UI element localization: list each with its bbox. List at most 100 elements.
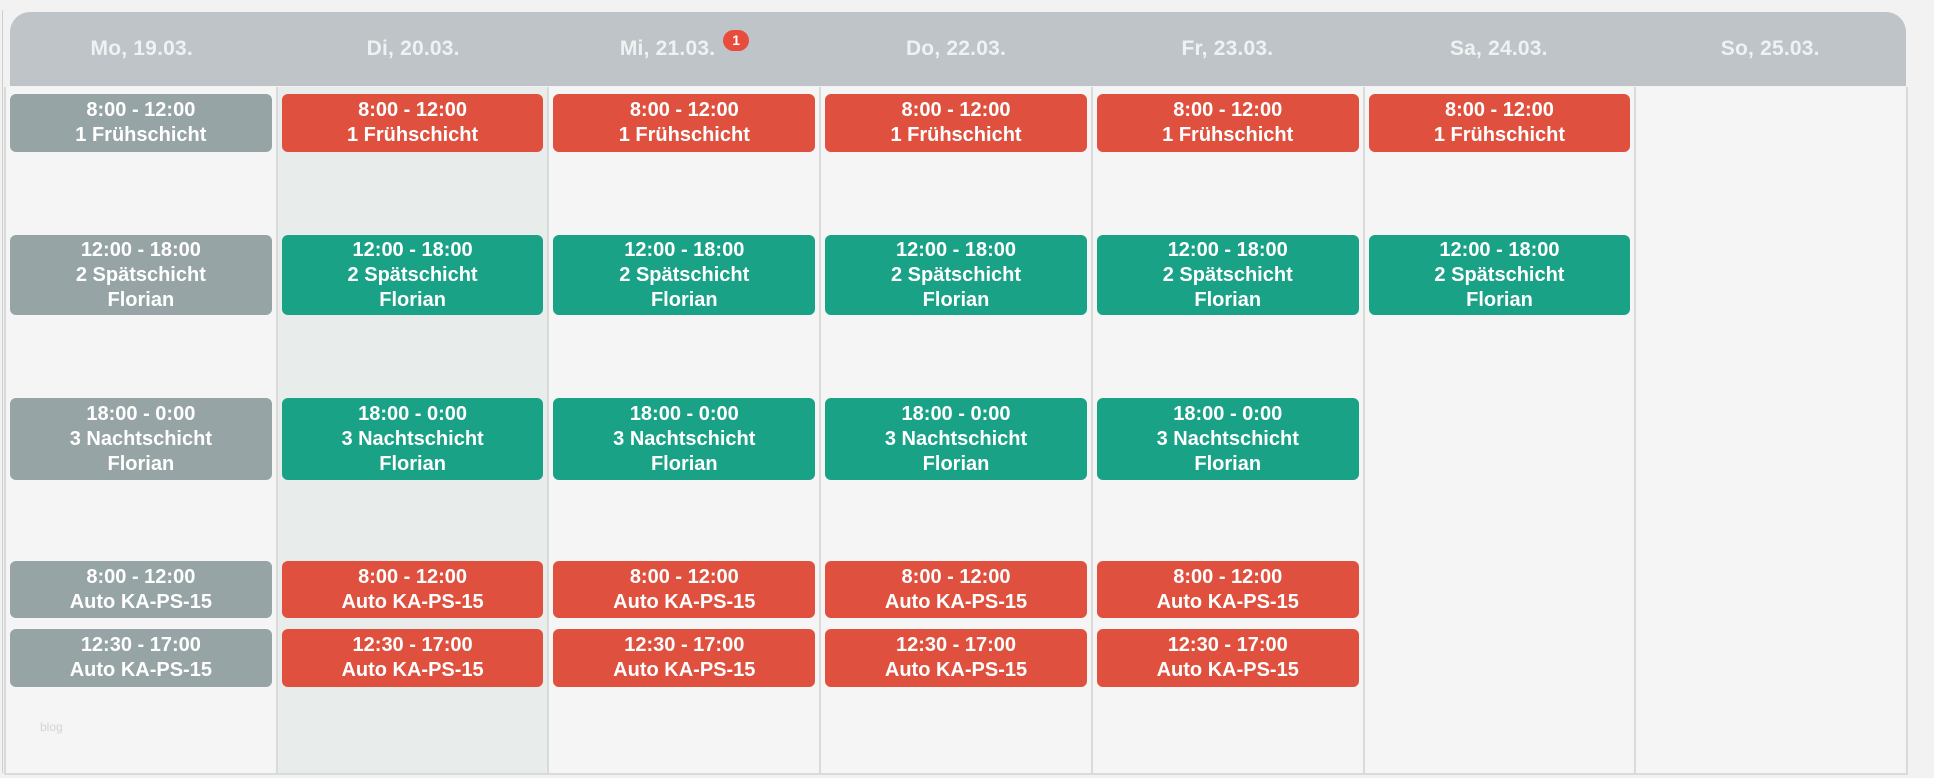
shift-title: Auto KA-PS-15 (884, 590, 1028, 613)
shift-person: Florian (1466, 288, 1533, 311)
shift-card[interactable]: 18:00 - 0:00 3 Nachtschicht Florian (825, 398, 1087, 480)
shift-time: 18:00 - 0:00 (358, 402, 468, 425)
week-grid: 8:00 - 12:00 1 Frühschicht 12:00 - 18:00 2 … (4, 87, 1908, 775)
shift-title: 3 Nachtschicht (613, 427, 756, 450)
shift-time: 8:00 - 12:00 (629, 99, 739, 121)
shift-time: 12:00 - 18:00 (352, 238, 473, 261)
panel-left-border (2, 10, 3, 773)
shift-card[interactable]: 8:00 - 12:00 Auto KA-PS-15 (281, 561, 544, 618)
shift-card[interactable]: 8:00 - 12:00 1 Frühschicht (1368, 94, 1631, 152)
shift-time: 18:00 - 0:00 (86, 402, 196, 425)
shift-time: 8:00 - 12:00 (901, 99, 1011, 121)
shift-time: 12:30 - 17:00 (80, 634, 201, 656)
shift-card[interactable]: 18:00 - 0:00 3 Nachtschicht Florian (281, 398, 544, 480)
shift-card[interactable]: 8:00 - 12:00 1 Frühschicht (10, 94, 272, 152)
shift-title: 3 Nachtschicht (884, 427, 1028, 450)
day-header-mi[interactable]: Mi, 21.03. 1 (549, 12, 820, 86)
watermark: blog (40, 720, 63, 734)
shift-time: 8:00 - 12:00 (1173, 99, 1283, 121)
shift-time: 12:00 - 18:00 (895, 238, 1017, 261)
day-header-so[interactable]: So, 25.03. (1635, 12, 1906, 86)
shift-card[interactable]: 8:00 - 12:00 Auto KA-PS-15 (10, 561, 272, 618)
shift-card[interactable]: 12:00 - 18:00 2 Spätschicht Florian (825, 235, 1087, 315)
shift-title: Auto KA-PS-15 (69, 659, 212, 681)
day-header-mo[interactable]: Mo, 19.03. (6, 12, 277, 86)
shift-time: 12:30 - 17:00 (624, 634, 745, 656)
shift-card[interactable]: 8:00 - 12:00 Auto KA-PS-15 (553, 561, 816, 618)
shift-title: Auto KA-PS-15 (341, 659, 484, 681)
shift-time: 18:00 - 0:00 (901, 402, 1011, 425)
shift-title: 2 Spätschicht (347, 263, 478, 286)
shift-card[interactable]: 12:30 - 17:00 Auto KA-PS-15 (825, 629, 1087, 687)
day-label: Mi, 21.03. (619, 37, 716, 60)
shift-card[interactable]: 12:30 - 17:00 Auto KA-PS-15 (10, 629, 272, 687)
shift-card[interactable]: 12:00 - 18:00 2 Spätschicht Florian (1096, 235, 1359, 315)
shift-time: 12:00 - 18:00 (1167, 238, 1288, 261)
day-header-do[interactable]: Do, 22.03. (820, 12, 1091, 86)
shift-person: Florian (1194, 288, 1262, 311)
day-label: So, 25.03. (1720, 37, 1820, 60)
shift-card[interactable]: 18:00 - 0:00 3 Nachtschicht Florian (10, 398, 272, 480)
shift-card[interactable]: 8:00 - 12:00 1 Frühschicht (1096, 94, 1359, 152)
shift-title: 3 Nachtschicht (341, 427, 484, 450)
shift-card[interactable]: 12:30 - 17:00 Auto KA-PS-15 (1096, 629, 1359, 687)
shift-card[interactable]: 18:00 - 0:00 3 Nachtschicht Florian (1096, 398, 1359, 480)
shift-time: 8:00 - 12:00 (901, 565, 1011, 588)
shift-card[interactable]: 12:00 - 18:00 2 Spätschicht Florian (10, 235, 272, 315)
day-label: Fr, 23.03. (1181, 37, 1274, 60)
day-column-so (1636, 87, 1906, 773)
shift-time: 12:30 - 17:00 (1167, 634, 1288, 656)
day-column-do: 8:00 - 12:00 1 Frühschicht 12:00 - 18:00 2 … (821, 87, 1093, 773)
shift-title: Auto KA-PS-15 (1156, 659, 1299, 681)
shift-time: 12:30 - 17:00 (352, 634, 473, 656)
shift-title: 3 Nachtschicht (1156, 427, 1299, 450)
shift-time: 12:00 - 18:00 (80, 238, 201, 261)
shift-title: 1 Frühschicht (347, 124, 479, 146)
shift-card[interactable]: 18:00 - 0:00 3 Nachtschicht Florian (553, 398, 816, 480)
shift-title: Auto KA-PS-15 (613, 659, 756, 681)
shift-title: 1 Frühschicht (1433, 124, 1566, 146)
shift-card[interactable]: 12:30 - 17:00 Auto KA-PS-15 (281, 629, 544, 687)
day-header-di[interactable]: Di, 20.03. (277, 12, 548, 86)
shift-card[interactable]: 8:00 - 12:00 1 Frühschicht (825, 94, 1087, 152)
shift-title: Auto KA-PS-15 (884, 659, 1028, 681)
shift-card[interactable]: 12:00 - 18:00 2 Spätschicht Florian (281, 235, 544, 315)
shift-card[interactable]: 8:00 - 12:00 Auto KA-PS-15 (1096, 561, 1359, 618)
notification-badge: 1 (723, 29, 750, 51)
shift-person: Florian (922, 288, 990, 311)
shift-title: 1 Frühschicht (618, 124, 750, 146)
shift-title: 2 Spätschicht (1434, 263, 1565, 286)
day-column-mi: 8:00 - 12:00 1 Frühschicht 12:00 - 18:00 2 … (549, 87, 822, 773)
shift-card[interactable]: 8:00 - 12:00 1 Frühschicht (553, 94, 816, 152)
shift-card[interactable]: 8:00 - 12:00 1 Frühschicht (281, 94, 544, 152)
shift-time: 12:30 - 17:00 (895, 634, 1017, 656)
shift-time: 8:00 - 12:00 (86, 99, 196, 121)
shift-person: Florian (379, 288, 446, 311)
shift-time: 8:00 - 12:00 (1444, 99, 1554, 121)
shift-title: Auto KA-PS-15 (69, 590, 212, 613)
shift-time: 12:00 - 18:00 (624, 238, 745, 261)
day-label: Di, 20.03. (366, 37, 460, 60)
shift-card[interactable]: 12:30 - 17:00 Auto KA-PS-15 (553, 629, 816, 687)
day-header-fr[interactable]: Fr, 23.03. (1092, 12, 1363, 86)
shift-person: Florian (650, 452, 718, 475)
shift-time: 8:00 - 12:00 (1173, 565, 1283, 588)
shift-time: 8:00 - 12:00 (358, 99, 468, 121)
day-column-sa: 8:00 - 12:00 1 Frühschicht 12:00 - 18:00 2 … (1365, 87, 1637, 773)
day-label: Mo, 19.03. (90, 37, 193, 60)
shift-title: Auto KA-PS-15 (1156, 590, 1299, 613)
shift-time: 8:00 - 12:00 (629, 565, 739, 588)
shift-card[interactable]: 8:00 - 12:00 Auto KA-PS-15 (825, 561, 1087, 618)
shift-card[interactable]: 12:00 - 18:00 2 Spätschicht Florian (553, 235, 816, 315)
day-column-fr: 8:00 - 12:00 1 Frühschicht 12:00 - 18:00 2 … (1093, 87, 1365, 773)
shift-title: 1 Frühschicht (890, 124, 1022, 146)
shift-person: Florian (1194, 452, 1262, 475)
shift-title: 1 Frühschicht (75, 124, 207, 146)
shift-title: 2 Spätschicht (619, 263, 750, 286)
shift-person: Florian (107, 288, 175, 311)
shift-card[interactable]: 12:00 - 18:00 2 Spätschicht Florian (1368, 235, 1631, 315)
shift-person: Florian (922, 452, 990, 475)
shift-time: 8:00 - 12:00 (358, 565, 468, 588)
day-header-sa[interactable]: Sa, 24.03. (1363, 12, 1634, 86)
